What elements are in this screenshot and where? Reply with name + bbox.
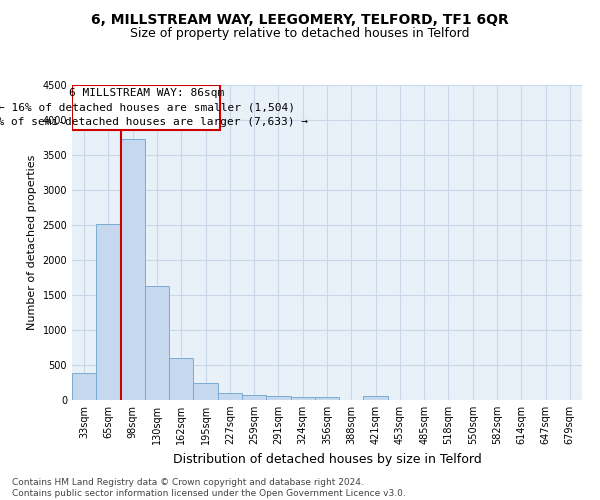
Bar: [72, 374, 96, 400]
Bar: [315, 396, 339, 400]
FancyBboxPatch shape: [73, 85, 220, 130]
Bar: [193, 383, 218, 400]
Bar: [121, 139, 145, 400]
Bar: [96, 224, 121, 400]
Bar: [218, 392, 242, 400]
Bar: [266, 396, 290, 400]
Bar: [145, 286, 169, 400]
Text: 6 MILLSTREAM WAY: 86sqm
← 16% of detached houses are smaller (1,504)
83% of semi: 6 MILLSTREAM WAY: 86sqm ← 16% of detache…: [0, 88, 308, 127]
Bar: [242, 396, 266, 400]
Bar: [169, 358, 193, 400]
X-axis label: Distribution of detached houses by size in Telford: Distribution of detached houses by size …: [173, 452, 481, 466]
Text: Contains HM Land Registry data © Crown copyright and database right 2024.
Contai: Contains HM Land Registry data © Crown c…: [12, 478, 406, 498]
Text: 6, MILLSTREAM WAY, LEEGOMERY, TELFORD, TF1 6QR: 6, MILLSTREAM WAY, LEEGOMERY, TELFORD, T…: [91, 12, 509, 26]
Bar: [364, 396, 388, 400]
Bar: [290, 396, 315, 400]
Y-axis label: Number of detached properties: Number of detached properties: [27, 155, 37, 330]
Text: Size of property relative to detached houses in Telford: Size of property relative to detached ho…: [130, 28, 470, 40]
